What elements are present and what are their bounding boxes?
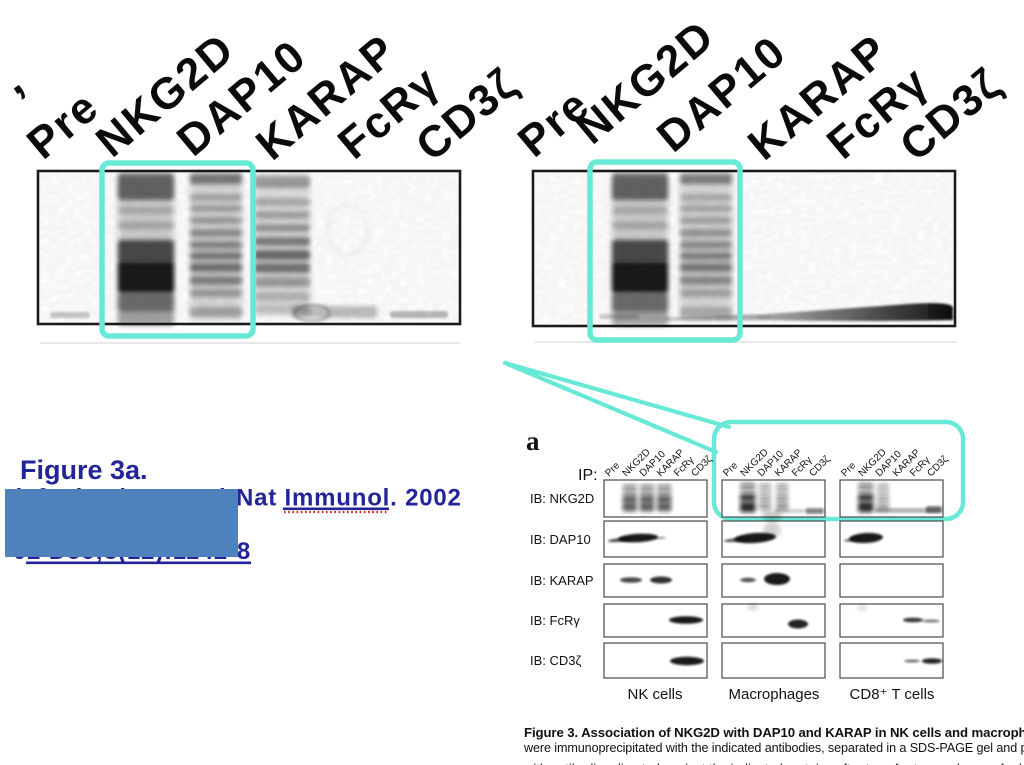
svg-text:a: a [526,426,540,456]
svg-text:IB: DAP10: IB: DAP10 [530,532,591,547]
svg-text:with antibodies directed again: with antibodies directed against the ind… [523,761,1024,765]
svg-text:IB: CD3ζ: IB: CD3ζ [530,653,582,668]
svg-text:Figure 3. Association of NKG2D: Figure 3. Association of NKG2D with DAP1… [524,725,1024,740]
svg-text:NK cells: NK cells [627,686,682,703]
svg-text:IP:: IP: [578,467,598,484]
svg-text:were immunoprecipitated with t: were immunoprecipitated with the indicat… [523,741,1024,755]
svg-text:Figure 3a.: Figure 3a. [20,455,148,485]
svg-text:IB: KARAP: IB: KARAP [530,573,594,588]
svg-text:IB: FcRγ: IB: FcRγ [530,613,580,628]
svg-text:Macrophages: Macrophages [729,686,820,703]
svg-text:Nat Immunol. 2002: Nat Immunol. 2002 [236,485,462,512]
svg-text:IB: NKG2D: IB: NKG2D [530,491,594,506]
svg-text:CD8⁺ T cells: CD8⁺ T cells [850,686,935,703]
